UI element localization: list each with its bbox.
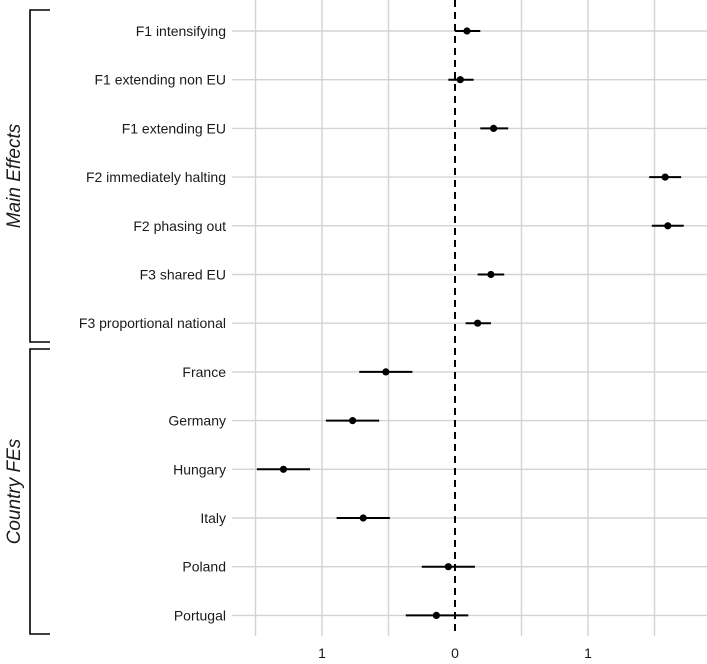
gridlines (254, 0, 656, 636)
row-label: F3 proportional national (79, 315, 226, 331)
row-labels: F1 intensifying F1 extending non EU F1 ext… (79, 23, 226, 623)
group-bracket (29, 9, 50, 343)
row-label: France (182, 364, 226, 380)
point-estimate (487, 270, 495, 279)
point-estimate (432, 611, 440, 620)
point-estimate (382, 368, 390, 376)
row-label: F1 intensifying (136, 23, 226, 39)
row-label: F2 immediately halting (86, 169, 226, 185)
row-label: Poland (182, 559, 226, 575)
row-label: Portugal (174, 607, 226, 623)
point-estimate (664, 222, 672, 230)
x-tick-label: 1 (318, 645, 326, 661)
point-estimate (279, 465, 288, 473)
point-estimate (348, 417, 357, 425)
row-label: Germany (168, 413, 226, 429)
group-bracket (29, 348, 50, 635)
row-label: F1 extending EU (122, 120, 226, 136)
row-label: F2 phasing out (133, 218, 226, 234)
point-estimate (463, 27, 471, 35)
group-brackets: Main Effects Country FEs (4, 9, 50, 635)
point-estimate (444, 563, 452, 571)
estimate-marks (256, 27, 684, 620)
point-estimate (456, 76, 464, 84)
point-estimate (474, 319, 482, 327)
row-label: F3 shared EU (140, 267, 226, 283)
row-label: Italy (200, 510, 226, 526)
x-tick-label: 1 (584, 645, 592, 661)
row-label: F1 extending non EU (94, 72, 226, 88)
point-estimate (359, 514, 367, 522)
group-label: Country FEs (4, 438, 25, 544)
x-axis-ticks: 1 0 1 (318, 645, 592, 661)
point-estimate (489, 124, 498, 132)
row-label: Hungary (173, 461, 226, 477)
x-tick-label: 0 (451, 645, 459, 661)
point-estimate (661, 173, 669, 181)
group-label: Main Effects (4, 123, 25, 228)
